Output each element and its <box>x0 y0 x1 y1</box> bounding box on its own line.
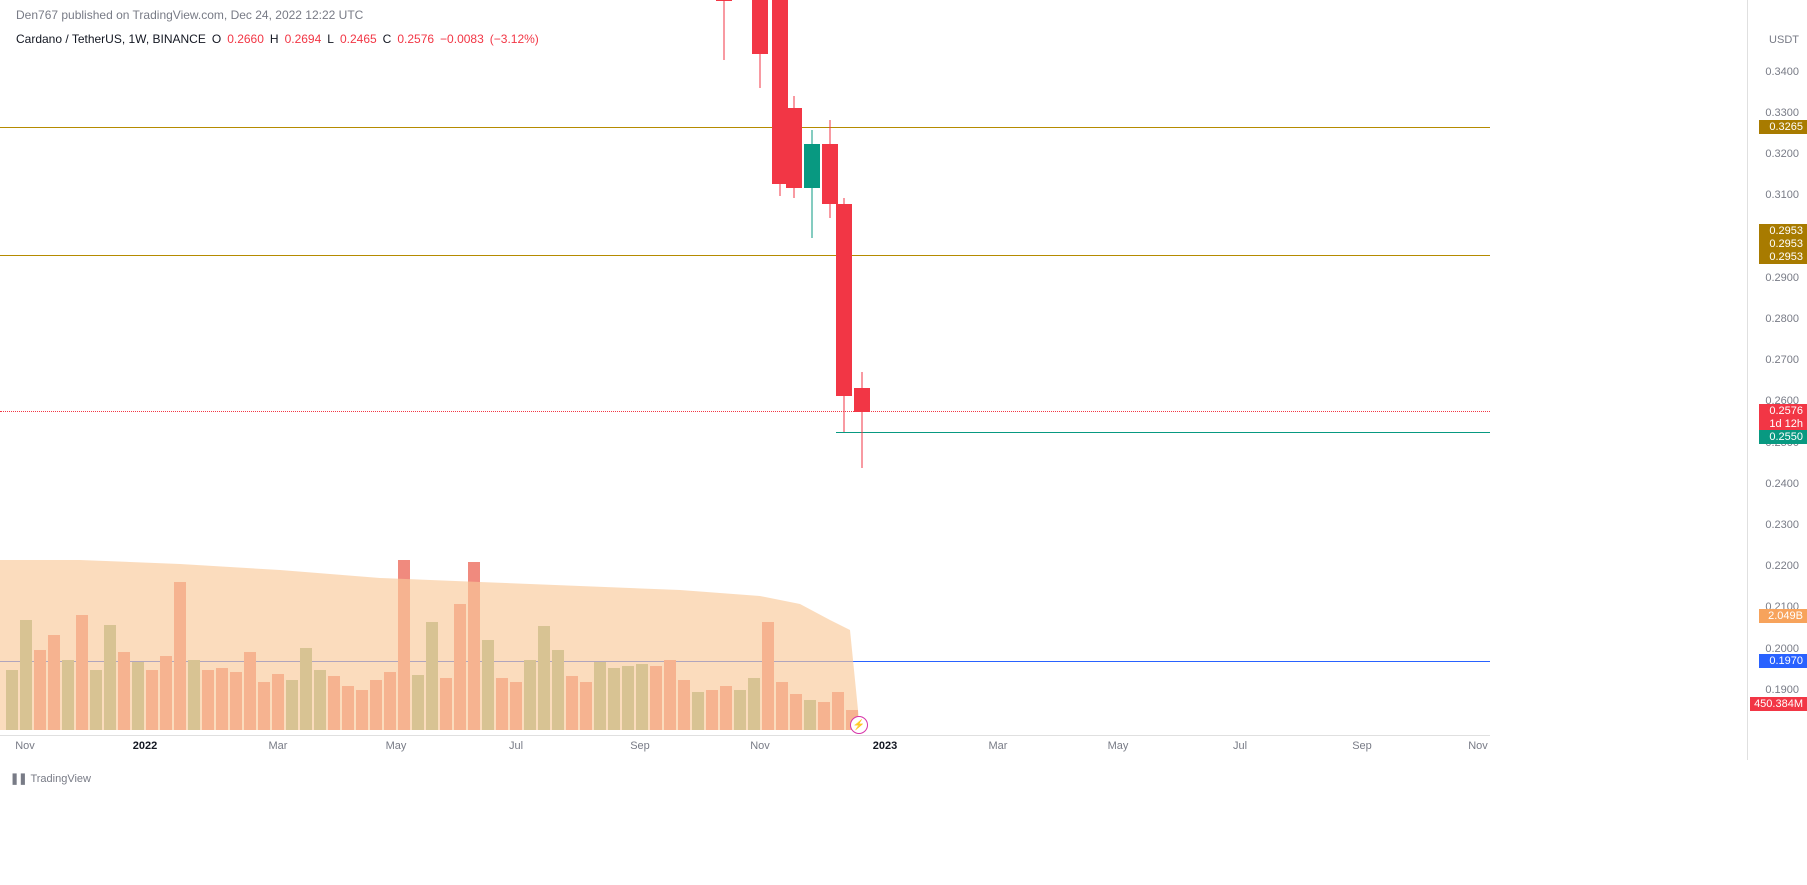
price-tick: 0.3400 <box>1765 66 1799 78</box>
flash-icon[interactable]: ⚡ <box>850 716 868 734</box>
time-tick: Nov <box>15 740 35 752</box>
time-tick: Sep <box>1352 740 1372 752</box>
tv-logo-icon: ❚❚ <box>10 772 26 785</box>
time-tick: Nov <box>1468 740 1488 752</box>
price-label: 0.2953 <box>1759 250 1807 264</box>
time-axis[interactable]: Nov 2022 Mar May Jul Sep Nov 2023 Mar May Jul Sep No… <box>0 735 1490 757</box>
time-tick: May <box>1108 740 1129 752</box>
time-tick: Nov <box>750 740 770 752</box>
price-axis[interactable]: USDT 0.34000.33000.32000.31000.30000.290… <box>1747 0 1807 760</box>
time-tick: Mar <box>989 740 1008 752</box>
time-tick: Sep <box>630 740 650 752</box>
tradingview-watermark: ❚❚ TradingView <box>10 772 91 785</box>
price-tick: 0.2900 <box>1765 272 1799 284</box>
price-label: 450.384M <box>1750 697 1807 711</box>
price-label: 0.2953 <box>1759 237 1807 251</box>
price-tick: 0.2300 <box>1765 519 1799 531</box>
price-label: 0.2576 <box>1759 404 1807 418</box>
time-tick: Jul <box>509 740 523 752</box>
horizontal-line[interactable] <box>0 411 1490 412</box>
price-tick: 0.3100 <box>1765 189 1799 201</box>
price-tick: 0.2200 <box>1765 560 1799 572</box>
time-tick: 2023 <box>873 740 897 752</box>
price-tick: 0.1900 <box>1765 684 1799 696</box>
price-label: 1d 12h <box>1759 417 1807 431</box>
time-tick: May <box>386 740 407 752</box>
price-tick: 0.3200 <box>1765 148 1799 160</box>
price-label: 2.049B <box>1759 609 1807 623</box>
price-tick: 0.2800 <box>1765 313 1799 325</box>
price-label: 0.3265 <box>1759 120 1807 134</box>
time-tick: Jul <box>1233 740 1247 752</box>
price-tick: 0.2400 <box>1765 478 1799 490</box>
horizontal-line[interactable] <box>0 255 1490 256</box>
tv-logo-text: TradingView <box>30 773 91 785</box>
horizontal-line[interactable] <box>836 432 1490 433</box>
price-label: 0.1970 <box>1759 654 1807 668</box>
time-tick: Mar <box>269 740 288 752</box>
price-tick: 0.2700 <box>1765 354 1799 366</box>
horizontal-line[interactable] <box>0 127 1490 128</box>
price-tick: 0.2000 <box>1765 643 1799 655</box>
price-axis-title: USDT <box>1769 34 1799 46</box>
price-tick: 0.3300 <box>1765 107 1799 119</box>
price-label: 0.2953 <box>1759 224 1807 238</box>
time-tick: 2022 <box>133 740 157 752</box>
volume-area-fill <box>0 550 870 730</box>
price-label: 0.2550 <box>1759 430 1807 444</box>
